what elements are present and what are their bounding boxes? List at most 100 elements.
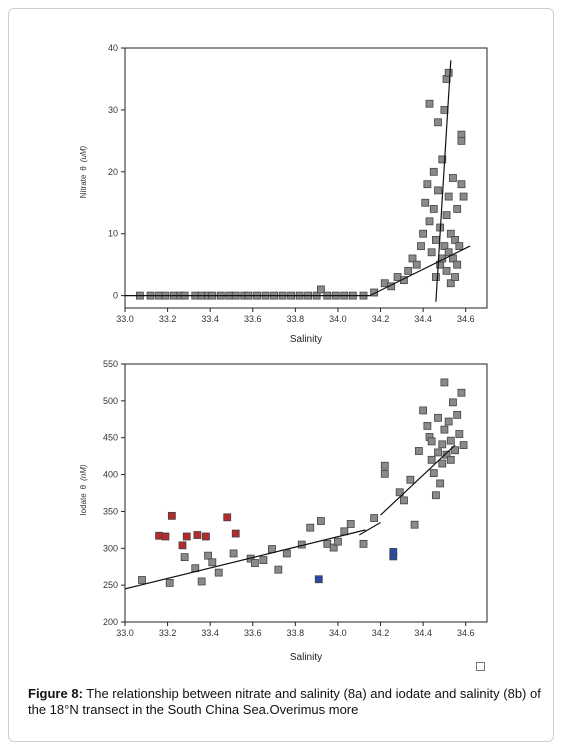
data-point-series-1	[442, 450, 451, 459]
data-point-series-2	[155, 531, 163, 540]
y-tick-label: 500	[103, 396, 118, 406]
data-point-series-1	[380, 279, 389, 288]
x-tick-label: 33.6	[244, 314, 262, 324]
figure-frame	[8, 8, 554, 742]
x-tick-label: 34.2	[372, 314, 390, 324]
x-tick-label: 34.6	[457, 314, 475, 324]
data-point-series-3	[314, 575, 323, 584]
trend-line	[124, 529, 366, 590]
data-point-series-1	[427, 437, 436, 446]
data-point-series-1	[317, 517, 325, 525]
x-tick-label: 33.6	[244, 628, 262, 638]
data-point-series-1	[429, 469, 438, 477]
plot-area	[124, 363, 488, 623]
data-point-series-1	[453, 260, 462, 269]
x-tick-label: 33.4	[201, 314, 219, 324]
data-point-series-1	[419, 406, 428, 415]
data-point-series-1	[449, 398, 457, 407]
trend-line	[358, 521, 381, 536]
data-point-series-1	[425, 99, 434, 108]
data-point-series-1	[400, 496, 408, 505]
x-tick-label: 34.4	[414, 628, 432, 638]
data-point-series-1	[410, 520, 419, 529]
data-point-series-1	[268, 545, 276, 553]
data-point-series-1	[406, 475, 415, 484]
y-tick-label: 550	[103, 359, 118, 369]
corner-marker	[476, 662, 485, 671]
y-tick-label: 450	[103, 433, 118, 443]
data-point-series-1	[449, 174, 457, 182]
data-point-series-1	[440, 425, 449, 434]
data-point-series-3	[389, 548, 398, 556]
data-point-series-1	[434, 448, 442, 457]
data-point-series-1	[334, 537, 342, 546]
data-point-series-1	[259, 556, 268, 564]
x-tick-label: 34.2	[372, 628, 390, 638]
figure-caption: Figure 8: The relationship between nitra…	[28, 686, 548, 718]
y-tick-label: 200	[103, 617, 118, 627]
x-tick-label: 33.8	[287, 628, 305, 638]
data-point-series-1	[438, 459, 447, 468]
data-point-series-1	[138, 576, 146, 584]
data-point-series-1	[214, 568, 223, 577]
data-point-series-1	[208, 558, 217, 567]
data-point-series-2	[193, 531, 202, 539]
data-point-series-1	[370, 514, 379, 522]
data-point-series-1	[446, 455, 455, 464]
y-tick-label: 20	[108, 167, 118, 177]
data-point-series-1	[340, 527, 349, 536]
chart-2: 33.0 33.2 33.4 33.6 33.8 34.0 34.2 34.4 34.6 200 2…	[79, 359, 488, 663]
data-point-series-1	[455, 242, 464, 250]
data-point-series-1	[419, 229, 428, 238]
data-point-series-1	[446, 279, 455, 288]
data-point-series-1	[404, 266, 413, 275]
data-point-series-1	[380, 461, 389, 470]
data-point-series-1	[204, 551, 212, 560]
data-point-series-2	[182, 532, 191, 541]
data-point-series-2	[178, 541, 187, 550]
data-point-series-1	[436, 479, 445, 488]
y-tick-label: 300	[103, 543, 118, 553]
data-point-series-1	[306, 523, 315, 532]
data-point-series-1	[180, 553, 189, 562]
data-point-series-1	[440, 378, 449, 387]
data-point-series-1	[451, 446, 459, 455]
x-axis-label: Salinity	[290, 334, 322, 345]
plot-area	[124, 47, 488, 309]
y-tick-label: 0	[113, 291, 118, 301]
chart-1: 33.0 33.2 33.4 33.6 33.8 34.0 34.2 34.4 34.6 0 10 2…	[79, 43, 488, 345]
x-tick-label: 33.0	[116, 628, 134, 638]
data-point-series-1	[380, 469, 389, 478]
data-point-series-1	[423, 180, 432, 189]
y-tick-label: 250	[103, 580, 118, 590]
data-point-series-1	[274, 565, 283, 574]
data-point-series-1	[323, 539, 332, 548]
y-axis-label-part: Nitrate	[79, 174, 88, 198]
y-axis-label-part: θ	[79, 166, 88, 171]
data-point-series-1	[431, 236, 440, 244]
data-point-series-2	[202, 532, 210, 541]
data-point-series-1	[444, 192, 453, 201]
y-axis-label: Iodate θ (nM)	[79, 464, 88, 515]
data-point-series-1	[444, 248, 453, 257]
data-point-series-1	[459, 441, 468, 449]
y-tick-label: 10	[108, 229, 118, 239]
data-point-series-1	[408, 254, 417, 263]
data-point-series-1	[282, 549, 291, 558]
data-point-series-1	[329, 543, 338, 552]
data-point-series-1	[459, 192, 468, 201]
data-point-series-1	[421, 198, 430, 207]
data-point-series-1	[431, 491, 440, 500]
data-point-series-1	[359, 539, 368, 548]
data-point-series-1	[395, 488, 404, 497]
data-point-series-2	[161, 532, 170, 541]
y-axis-label: Nitrate θ (uM)	[79, 145, 88, 198]
x-tick-label: 33.2	[159, 628, 177, 638]
data-point-series-1	[412, 260, 421, 269]
data-point-series-1	[317, 285, 325, 294]
data-point-series-1	[451, 236, 459, 244]
y-tick-label: 350	[103, 506, 118, 516]
data-point-series-1	[197, 577, 206, 586]
x-tick-label: 34.4	[414, 314, 432, 324]
